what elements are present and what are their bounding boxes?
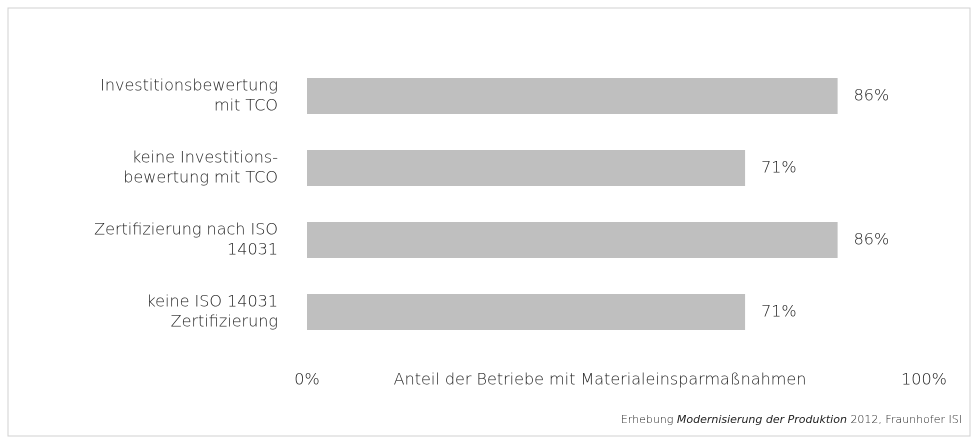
y-tick-label: Investitionsbewertung	[100, 76, 278, 95]
source-italic: Modernisierung der Produktion	[677, 413, 847, 426]
y-tick-label: bewertung mit TCO	[123, 168, 278, 187]
y-tick-label: mit TCO	[214, 96, 278, 115]
bar	[307, 150, 746, 186]
y-tick-label: keine Investitions-	[132, 148, 278, 167]
y-tick-label: 14031	[227, 240, 278, 259]
bar	[307, 78, 838, 114]
bar	[307, 222, 838, 258]
y-tick-label: Zertifizierung	[171, 312, 278, 331]
y-tick-label: keine ISO 14031	[146, 292, 278, 311]
value-label: 71%	[761, 158, 797, 177]
y-tick-label: Zertifizierung nach ISO	[94, 220, 278, 239]
value-label: 86%	[854, 230, 890, 249]
x-axis-label: Anteil der Betriebe mit Materialeinsparm…	[394, 370, 807, 389]
source-note: Erhebung Modernisierung der Produktion 2…	[621, 413, 962, 426]
value-label: 71%	[761, 302, 797, 321]
source-suffix: 2012, Fraunhofer ISI	[850, 413, 962, 426]
x-tick-label: 100%	[901, 370, 947, 389]
x-tick-label: 0%	[294, 370, 319, 389]
source-prefix: Erhebung	[621, 413, 674, 426]
bar	[307, 294, 746, 330]
value-label: 86%	[854, 86, 890, 105]
